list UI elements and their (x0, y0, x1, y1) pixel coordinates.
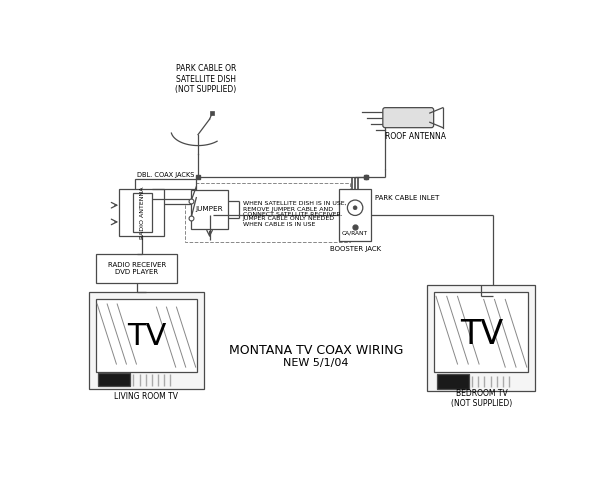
Text: CA/RANT: CA/RANT (342, 231, 368, 236)
Bar (119, 189, 164, 236)
Bar (191, 190, 228, 228)
Text: PARK CABLE INLET: PARK CABLE INLET (375, 195, 439, 201)
Text: RADIO RECEIVER
DVD PLAYER: RADIO RECEIVER DVD PLAYER (108, 262, 166, 275)
Text: RADIO ANTENNA: RADIO ANTENNA (140, 186, 145, 239)
Bar (132, 193, 152, 232)
Bar (185, 183, 350, 242)
Text: TV: TV (127, 322, 166, 351)
Bar (89, 292, 204, 389)
Text: NEW 5/1/04: NEW 5/1/04 (283, 358, 348, 368)
Bar (96, 254, 177, 283)
Text: JUMPER CABLE ONLY NEEDED
WHEN CABLE IS IN USE: JUMPER CABLE ONLY NEEDED WHEN CABLE IS I… (243, 216, 335, 227)
Text: BEDROOM TV
(NOT SUPPLIED): BEDROOM TV (NOT SUPPLIED) (451, 389, 512, 408)
Text: MONTANA TV COAX WIRING: MONTANA TV COAX WIRING (229, 344, 403, 357)
Bar (428, 285, 535, 391)
Bar (437, 374, 469, 389)
Text: LIVING ROOM TV: LIVING ROOM TV (114, 392, 178, 401)
Text: JUMPER: JUMPER (196, 206, 223, 212)
Text: PARK CABLE OR
SATELLITE DISH
(NOT SUPPLIED): PARK CABLE OR SATELLITE DISH (NOT SUPPLI… (175, 64, 237, 94)
Circle shape (353, 206, 357, 210)
FancyBboxPatch shape (383, 108, 434, 128)
Bar (98, 373, 130, 386)
Text: BOOSTER JACK: BOOSTER JACK (330, 246, 381, 252)
Bar (135, 179, 197, 204)
Text: TV: TV (460, 318, 503, 350)
Text: WHEN SATELLITE DISH IS IN USE,
REMOVE JUMPER CABLE AND
CONNECT SATELLITE RECEIVE: WHEN SATELLITE DISH IS IN USE, REMOVE JU… (243, 201, 346, 217)
Bar (434, 292, 528, 372)
Bar (339, 189, 371, 241)
Bar (209, 111, 214, 115)
Text: ROOF ANTENNA: ROOF ANTENNA (385, 132, 446, 141)
Text: DBL. COAX JACKS: DBL. COAX JACKS (137, 172, 194, 178)
Bar (96, 300, 197, 372)
